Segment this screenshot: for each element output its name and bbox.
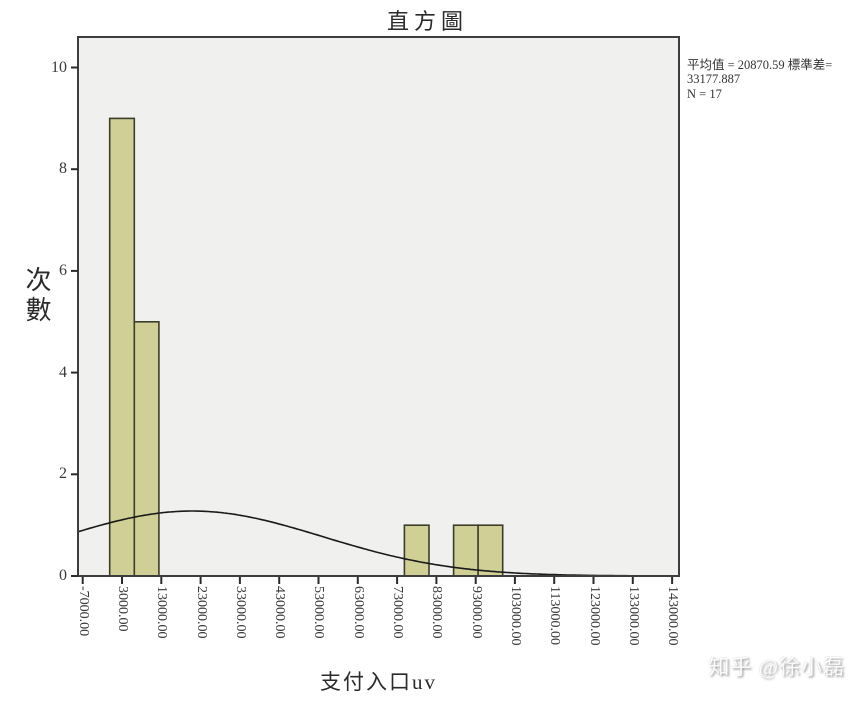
x-tick-label: 113000.00 xyxy=(547,586,562,645)
x-tick-label: 63000.00 xyxy=(351,586,366,639)
x-tick-label: -7000.00 xyxy=(76,586,91,637)
stats-sd-value-line: 33177.887 xyxy=(687,72,741,87)
y-tick-label: 6 xyxy=(59,262,67,279)
x-tick-label: 3000.00 xyxy=(115,586,130,632)
stats-annotation: 平均值 = 20870.59 標準差= 33177.887 N = 17 xyxy=(687,58,855,101)
x-tick-label: 143000.00 xyxy=(665,586,680,646)
x-tick-label: 43000.00 xyxy=(272,586,287,639)
x-tick-label: 133000.00 xyxy=(626,586,641,646)
y-tick-label: 10 xyxy=(51,59,67,76)
x-tick-label: 13000.00 xyxy=(154,586,169,639)
x-tick-label: 73000.00 xyxy=(390,586,405,639)
histogram-bar xyxy=(108,117,136,577)
x-tick-label: 83000.00 xyxy=(429,586,444,639)
y-axis-title: 次數 xyxy=(22,266,51,326)
y-tick-label: 0 xyxy=(59,567,67,584)
x-tick-label: 53000.00 xyxy=(311,586,326,639)
histogram-bar xyxy=(133,320,160,577)
watermark: 知乎 @徐小磊 xyxy=(708,655,845,679)
x-axis-title: 支付入口uv xyxy=(320,670,437,694)
y-tick-label: 8 xyxy=(59,160,67,177)
stats-mean-sd-line: 平均值 = 20870.59 標準差= xyxy=(687,58,833,72)
x-tick-label: 103000.00 xyxy=(508,586,523,646)
y-tick-label: 2 xyxy=(59,465,67,482)
y-tick-label: 4 xyxy=(59,364,67,381)
chart-title: 直方圖 xyxy=(386,9,468,34)
x-tick-label: 23000.00 xyxy=(194,586,209,639)
plot-area xyxy=(78,37,679,576)
stats-n-line: N = 17 xyxy=(687,86,722,101)
histogram-bar xyxy=(477,524,504,577)
x-tick-label: 93000.00 xyxy=(469,586,484,639)
x-tick-label: 33000.00 xyxy=(233,586,248,639)
histogram-bar xyxy=(403,524,430,577)
x-tick-label: 123000.00 xyxy=(587,586,602,646)
plot-border xyxy=(77,36,680,577)
